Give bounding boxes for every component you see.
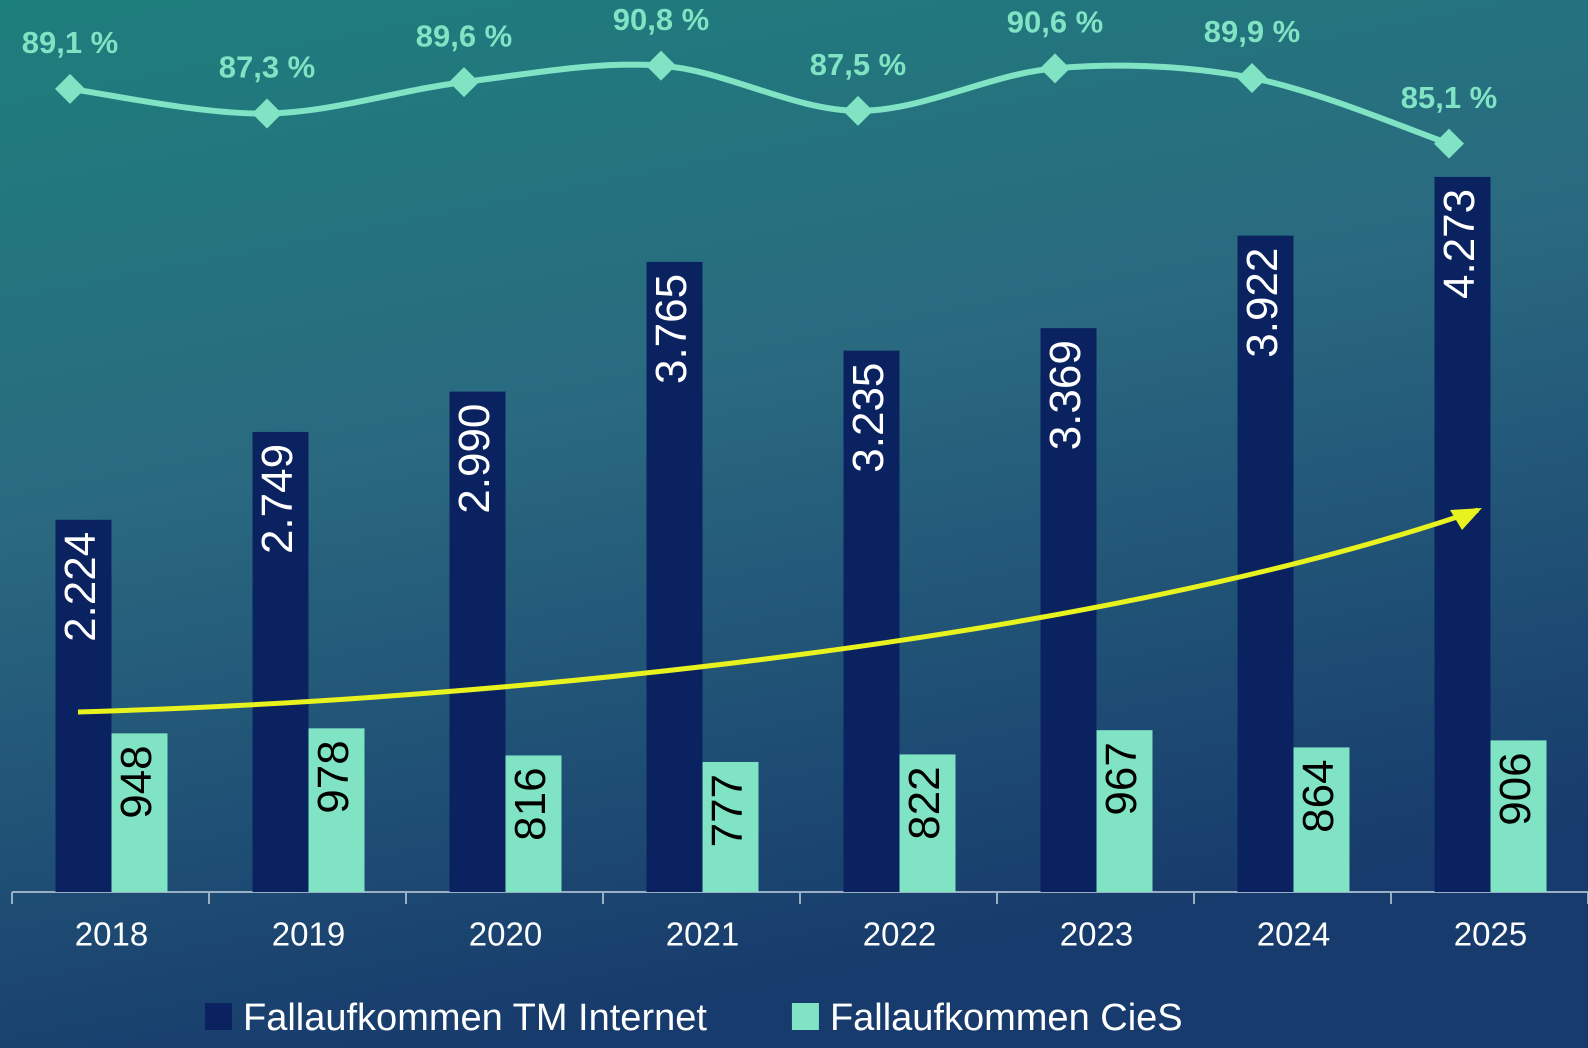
x-tick-label: 2024 xyxy=(1257,916,1330,953)
data-label: 87,5 % xyxy=(810,47,907,82)
bar xyxy=(55,519,112,892)
data-label: 967 xyxy=(1097,742,1146,815)
data-label: 90,6 % xyxy=(1007,5,1104,40)
data-label: 85,1 % xyxy=(1401,80,1498,115)
marker xyxy=(1237,62,1267,93)
legend-label: Fallaufkommen TM Internet xyxy=(243,997,707,1039)
marker xyxy=(646,50,676,81)
data-label: 3.235 xyxy=(844,363,893,473)
bar xyxy=(843,350,900,892)
trend-arrow xyxy=(77,507,1479,715)
x-tick-label: 2023 xyxy=(1060,916,1133,953)
legend-swatch xyxy=(791,1003,819,1030)
x-tick-label: 2022 xyxy=(863,916,936,953)
bar xyxy=(1237,235,1294,893)
data-label: 822 xyxy=(900,766,949,839)
data-label: 2.224 xyxy=(56,532,105,642)
bar xyxy=(1293,747,1350,892)
bar xyxy=(1490,740,1547,892)
bar xyxy=(899,754,956,892)
x-tick-label: 2020 xyxy=(469,916,542,953)
marker xyxy=(252,98,282,129)
marker xyxy=(1434,128,1464,159)
data-label: 89,1 % xyxy=(22,25,119,60)
data-label: 2.990 xyxy=(450,404,499,514)
bar xyxy=(702,761,759,892)
x-tick-label: 2025 xyxy=(1454,916,1527,953)
bar xyxy=(449,391,506,892)
bar xyxy=(1434,176,1491,893)
data-label: 948 xyxy=(112,745,161,818)
data-label: 90,8 % xyxy=(613,2,710,37)
data-label: 816 xyxy=(506,767,555,840)
x-tick-label: 2018 xyxy=(75,916,148,953)
x-tick-label: 2019 xyxy=(272,916,345,953)
marker xyxy=(55,73,85,104)
data-label: 978 xyxy=(309,740,358,813)
bar xyxy=(252,431,309,892)
plot-area: 2018 2019 2020 2021 2022 2023 2024 2025 2.224 2.7… xyxy=(11,2,1588,1039)
data-label: 4.273 xyxy=(1435,189,1484,299)
data-label: 3.922 xyxy=(1238,248,1287,358)
marker xyxy=(843,95,873,126)
line xyxy=(69,61,1450,147)
trend-arrow-head xyxy=(1450,508,1482,530)
data-label: 89,6 % xyxy=(416,18,513,53)
marker xyxy=(1040,53,1070,84)
data-label: 864 xyxy=(1294,759,1343,832)
x-tick-label: 2021 xyxy=(666,916,739,953)
legend-swatch xyxy=(205,1003,232,1030)
bar xyxy=(646,261,703,893)
data-label: 89,9 % xyxy=(1204,14,1301,49)
bar xyxy=(505,755,562,892)
bar xyxy=(1096,730,1153,892)
data-label: 3.765 xyxy=(647,274,696,384)
data-label: 2.749 xyxy=(253,444,302,554)
data-label: 777 xyxy=(703,774,752,847)
bar xyxy=(308,728,365,892)
data-label: 906 xyxy=(1491,752,1540,825)
data-label: 87,3 % xyxy=(219,50,316,85)
legend-label: Fallaufkommen CieS xyxy=(830,997,1183,1039)
marker xyxy=(449,67,479,98)
bar xyxy=(111,733,168,892)
data-label: 3.369 xyxy=(1041,340,1090,450)
